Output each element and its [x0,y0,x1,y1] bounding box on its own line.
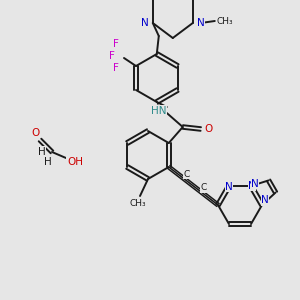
Text: N: N [248,181,256,191]
Text: F: F [113,39,119,49]
Text: CH₃: CH₃ [217,16,233,26]
Text: N: N [197,18,205,28]
Text: H: H [38,147,46,157]
Text: N: N [141,18,149,28]
Text: C: C [184,170,190,179]
Text: O: O [205,124,213,134]
Text: N: N [225,182,233,192]
Text: F: F [113,63,119,73]
Text: F: F [109,51,115,61]
Text: CH₃: CH₃ [130,199,146,208]
Text: HN: HN [151,106,167,116]
Text: C: C [201,183,207,192]
Text: N: N [261,195,269,205]
Text: O: O [31,128,39,138]
Text: H: H [44,157,52,167]
Text: OH: OH [67,157,83,167]
Text: N: N [251,179,259,189]
